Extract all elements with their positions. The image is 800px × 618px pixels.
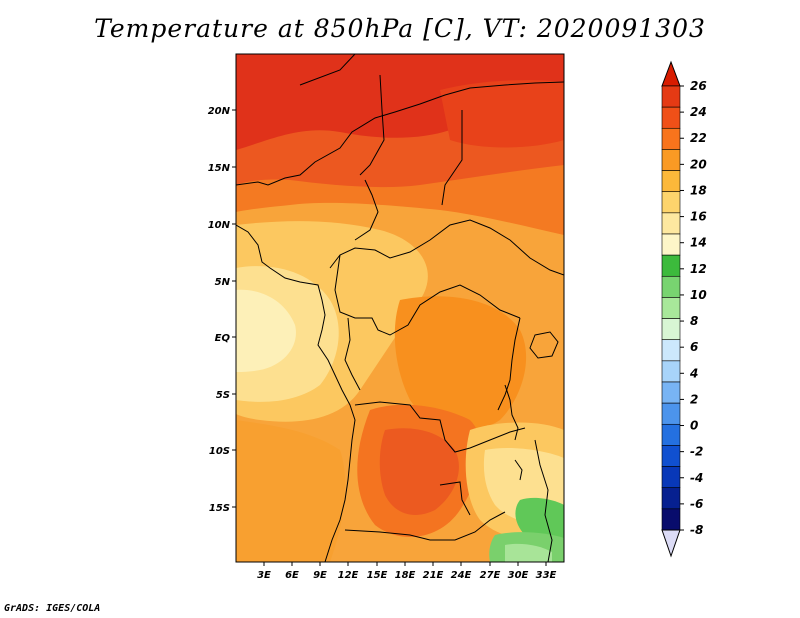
border-north-2 (299, 54, 356, 86)
temperature-field (236, 54, 564, 562)
field-band-10-south (505, 543, 552, 562)
lat-label: 5S (216, 390, 230, 401)
lon-label: 3E (257, 570, 271, 581)
lat-label: 10S (209, 446, 230, 457)
colorbar-label: 10 (690, 288, 707, 302)
lat-label: 15N (208, 163, 231, 174)
field-band-24-angola (379, 428, 459, 515)
border-south-1 (354, 401, 526, 453)
colorbar-swatch (661, 318, 681, 341)
colorbar-swatch (661, 85, 681, 108)
field-band-22-central (394, 296, 527, 431)
colorbar-swatch (661, 149, 681, 171)
colorbar-swatch (661, 170, 681, 193)
colorbar-label: 20 (690, 157, 707, 171)
lon-label: 15E (367, 570, 388, 581)
colorbar-label: -4 (690, 471, 703, 485)
lat-label: 10N (208, 220, 231, 231)
colorbar-swatch (661, 360, 681, 383)
colorbar-swatch (661, 381, 681, 404)
border-central-4 (497, 317, 521, 411)
border-south-3 (439, 481, 471, 516)
lat-label: 15S (209, 503, 230, 514)
lon-label: 30E (508, 570, 529, 581)
colorbar-label: 12 (690, 262, 707, 276)
lake-victoria (529, 331, 559, 359)
colorbar-boxes (661, 85, 681, 531)
colorbar-swatch (661, 127, 681, 150)
colorbar-swatch (661, 445, 681, 467)
colorbar-swatch (661, 487, 681, 510)
lon-label: 6E (285, 570, 299, 581)
colorbar-label: -2 (690, 445, 703, 459)
colorbar-swatch (661, 233, 681, 256)
colorbar-label: -6 (690, 497, 703, 511)
colorbar-swatch (661, 508, 681, 531)
lake-tanganyika (504, 384, 519, 441)
border-north-3 (359, 74, 385, 176)
colorbar-swatch (661, 212, 681, 235)
colorbar-swatch (661, 106, 681, 129)
border-central-1 (329, 219, 564, 276)
colorbar-label: 0 (690, 419, 698, 433)
lon-label: 9E (313, 570, 327, 581)
lon-label: 24E (451, 570, 472, 581)
colorbar-swatch (661, 275, 681, 298)
lon-label: 33E (536, 570, 557, 581)
map-title: Temperature at 850hPa [C], VT: 202009130… (94, 14, 706, 43)
colorbar-swatch (661, 254, 681, 277)
border-north-4 (441, 110, 463, 206)
border-north-1 (236, 81, 564, 186)
credit-text: GrADS: IGES/COLA (4, 603, 101, 614)
colorbar-label: 14 (690, 236, 707, 250)
colorbar-swatch (661, 297, 681, 319)
border-south-4 (534, 439, 553, 562)
colorbar-label: 26 (690, 79, 707, 93)
colorbar-label: 6 (690, 340, 698, 354)
colorbar-label: 18 (690, 183, 707, 197)
field-hot-north-east (440, 80, 564, 148)
field-band-14-west (236, 289, 296, 372)
colorbar-swatch (661, 402, 681, 425)
border-central-3 (344, 317, 361, 391)
field-band-20-southwest (236, 420, 346, 562)
coastline-west (236, 224, 356, 562)
longitude-axis: 3E 6E 9E 12E 15E 18E 21E 24E 27E 30E 33E (257, 562, 557, 581)
map-frame (235, 53, 565, 563)
colorbar-top-arrow (661, 60, 681, 87)
lake-malawi (514, 459, 523, 481)
border-south-2 (344, 511, 506, 541)
colorbar-swatch (661, 339, 681, 362)
border-central-2 (334, 254, 521, 336)
colorbar-label: 16 (690, 210, 707, 224)
colorbar-swatch (661, 191, 681, 214)
lat-label: 5N (215, 277, 231, 288)
colorbar-label: 22 (690, 131, 707, 145)
lat-label: EQ (215, 333, 231, 344)
lon-label: 12E (338, 570, 359, 581)
lat-label: 20N (208, 106, 231, 117)
colorbar-label: 8 (690, 314, 698, 328)
lon-label: 27E (480, 570, 501, 581)
border-north-5 (354, 179, 379, 241)
latitude-axis: 20N 15N 10N 5N EQ 5S 10S 15S (208, 106, 236, 514)
colorbar-swatch (661, 423, 681, 446)
lon-label: 18E (395, 570, 416, 581)
colorbar-bottom-arrow (661, 529, 681, 558)
colorbar-label: 2 (690, 392, 698, 406)
country-borders (236, 54, 564, 562)
lon-label: 21E (423, 570, 444, 581)
colorbar-label: -8 (690, 523, 703, 537)
colorbar-label: 24 (690, 105, 707, 119)
colorbar-swatch (661, 466, 681, 489)
colorbar-label: 4 (689, 366, 698, 380)
